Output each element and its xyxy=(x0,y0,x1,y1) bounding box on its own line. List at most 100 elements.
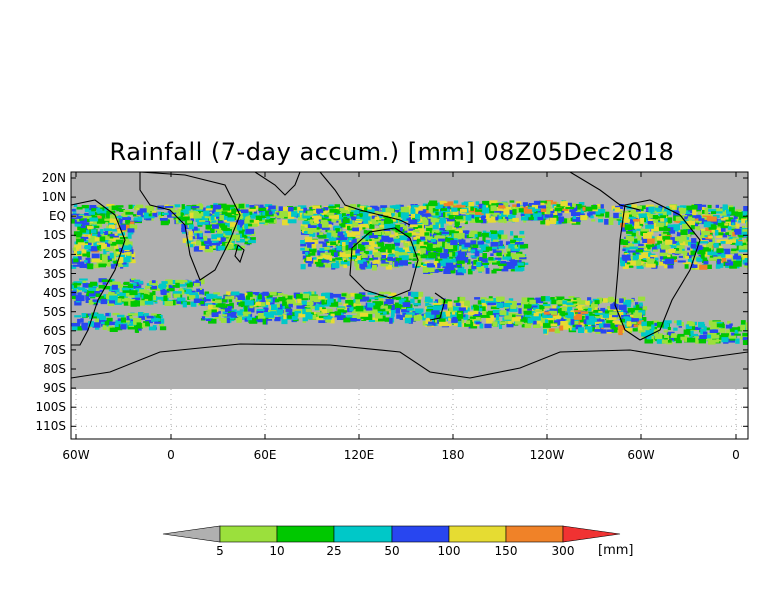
rain-cell xyxy=(658,261,667,266)
rain-cell xyxy=(310,223,317,226)
rain-cell xyxy=(238,313,242,318)
rain-cell xyxy=(447,204,451,209)
rain-cell xyxy=(724,223,729,226)
rain-cell xyxy=(703,261,709,265)
rain-cell xyxy=(418,206,427,210)
rain-cell xyxy=(344,259,348,262)
rain-cell xyxy=(106,213,110,220)
rain-cell xyxy=(402,312,410,316)
rain-cell xyxy=(121,287,130,291)
rain-cell xyxy=(159,322,164,327)
rain-cell xyxy=(524,213,531,218)
rain-cell xyxy=(667,224,675,228)
rain-cell xyxy=(363,261,368,268)
rain-cell xyxy=(464,242,471,248)
rain-cell xyxy=(421,213,431,217)
rain-cell xyxy=(269,302,275,305)
rain-cell xyxy=(539,200,547,204)
rain-cell xyxy=(316,305,324,309)
rain-cell xyxy=(260,302,266,307)
rain-cell xyxy=(533,312,539,317)
rain-cell xyxy=(699,335,707,339)
rain-cell xyxy=(398,249,405,253)
rain-cell xyxy=(312,205,321,210)
rain-cell xyxy=(281,318,288,325)
rain-cell xyxy=(679,208,686,214)
rain-cell xyxy=(554,328,561,334)
rain-cell xyxy=(160,219,169,226)
rain-cell xyxy=(729,239,736,243)
rain-cell xyxy=(474,297,481,300)
rain-cell xyxy=(561,306,568,312)
rain-cell xyxy=(622,263,629,269)
rain-cell xyxy=(738,218,744,223)
rain-cell xyxy=(496,251,502,256)
rain-cell xyxy=(146,212,152,218)
rain-cell xyxy=(285,211,293,217)
rain-cell xyxy=(313,257,317,260)
rain-cell xyxy=(514,242,524,245)
rain-cell xyxy=(682,223,691,229)
rain-cell xyxy=(185,288,192,295)
rain-cell xyxy=(742,339,748,345)
rain-cell xyxy=(116,253,126,257)
rain-cell xyxy=(171,210,178,213)
rain-cell xyxy=(391,217,396,222)
rain-cell xyxy=(547,213,554,218)
rain-cell xyxy=(88,300,94,305)
rain-cell xyxy=(537,202,545,206)
rain-cell xyxy=(228,297,233,303)
rain-cell xyxy=(321,293,328,297)
rain-cell xyxy=(363,230,367,234)
rain-cell xyxy=(129,224,138,230)
rain-cell xyxy=(479,323,484,329)
rain-cell xyxy=(213,294,218,299)
rain-cell xyxy=(713,243,719,248)
rain-cell xyxy=(329,311,336,316)
rain-cell xyxy=(371,221,379,225)
rain-cell xyxy=(182,208,187,213)
rain-cell xyxy=(673,224,680,231)
rain-cell xyxy=(495,250,502,253)
rain-cell xyxy=(636,209,641,212)
rain-cell xyxy=(607,306,613,309)
rain-cell xyxy=(551,299,559,305)
rain-cell xyxy=(91,224,97,229)
rain-cell xyxy=(474,252,480,257)
rain-cell xyxy=(746,236,748,242)
rain-cell xyxy=(738,245,744,251)
rain-cell xyxy=(128,204,133,209)
rain-cell xyxy=(483,311,491,317)
rain-cell xyxy=(696,245,703,250)
rain-cell xyxy=(200,210,203,214)
rain-cell xyxy=(540,218,546,225)
rain-cell xyxy=(705,227,712,233)
rain-cell xyxy=(138,300,146,306)
rain-cell xyxy=(199,278,205,285)
rain-cell xyxy=(377,211,384,215)
rain-cell xyxy=(141,297,145,301)
rain-cell xyxy=(561,218,568,224)
rain-cell xyxy=(93,264,100,269)
rain-cell xyxy=(621,315,630,318)
rain-cell xyxy=(356,238,366,244)
rain-cell xyxy=(291,206,297,211)
rain-cell xyxy=(418,215,426,219)
rain-cell xyxy=(258,209,265,213)
rain-cell xyxy=(110,241,117,246)
rain-cell xyxy=(620,238,624,245)
rain-cell xyxy=(203,314,210,317)
rain-cell xyxy=(645,224,654,229)
rain-cell xyxy=(720,223,729,229)
rain-cell xyxy=(153,295,157,301)
rain-cell xyxy=(305,260,314,264)
rain-cell xyxy=(94,225,100,229)
rain-cell xyxy=(117,318,122,322)
rain-cell xyxy=(184,206,191,211)
rain-cell xyxy=(445,238,454,242)
rain-cell xyxy=(182,280,188,283)
rain-cell xyxy=(190,244,194,248)
rain-cell xyxy=(75,295,85,302)
rain-cell xyxy=(690,250,696,256)
rain-cell xyxy=(523,310,532,315)
